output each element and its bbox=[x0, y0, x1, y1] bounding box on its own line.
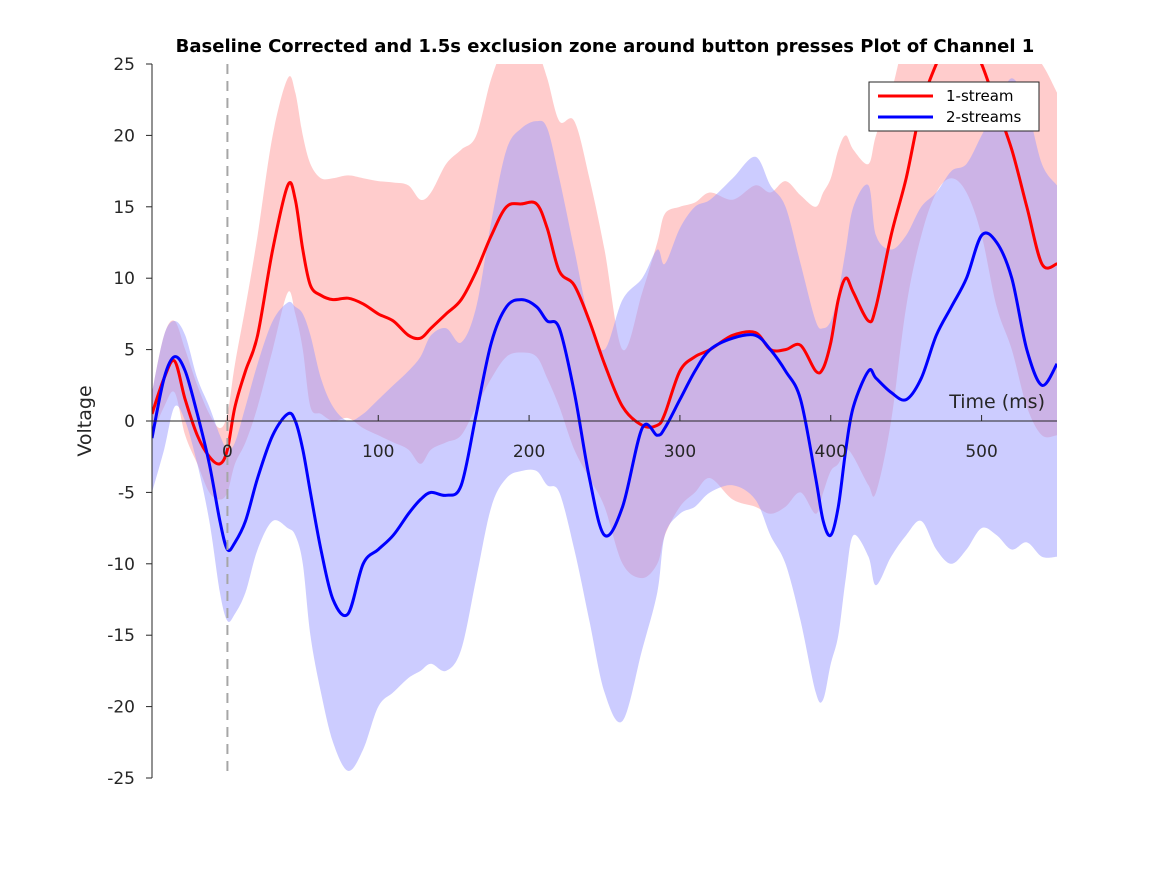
y-tick-label: 20 bbox=[113, 126, 135, 146]
y-axis-label: Voltage bbox=[74, 385, 96, 456]
x-tick-label: 0 bbox=[222, 442, 233, 462]
chart-title: Baseline Corrected and 1.5s exclusion zo… bbox=[176, 36, 1035, 57]
y-tick-label: -10 bbox=[107, 555, 135, 575]
x-tick-label: 400 bbox=[815, 442, 847, 462]
x-tick-label: 100 bbox=[362, 442, 394, 462]
legend-label-1-stream: 1-stream bbox=[946, 87, 1014, 105]
y-tick-label: -20 bbox=[107, 698, 135, 718]
y-tick-label: -5 bbox=[118, 483, 135, 503]
y-tick-label: 0 bbox=[124, 412, 135, 432]
y-tick-label: 10 bbox=[113, 269, 135, 289]
x-axis-label: Time (ms) bbox=[948, 391, 1045, 413]
y-tick-label: 5 bbox=[124, 341, 135, 361]
legend-label-2-streams: 2-streams bbox=[946, 108, 1022, 126]
x-tick-label: 200 bbox=[513, 442, 545, 462]
y-tick-label: 25 bbox=[113, 55, 135, 75]
y-tick-label: -15 bbox=[107, 626, 135, 646]
y-tick-label: 15 bbox=[113, 198, 135, 218]
x-tick-label: 500 bbox=[965, 442, 997, 462]
y-tick-label: -25 bbox=[107, 769, 135, 789]
legend: 1-stream 2-streams bbox=[869, 82, 1039, 131]
x-tick-label: 300 bbox=[664, 442, 696, 462]
